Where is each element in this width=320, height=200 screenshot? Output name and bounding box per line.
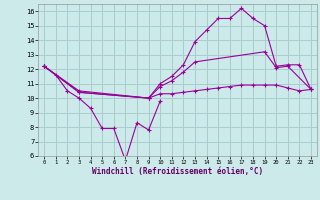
X-axis label: Windchill (Refroidissement éolien,°C): Windchill (Refroidissement éolien,°C) bbox=[92, 167, 263, 176]
